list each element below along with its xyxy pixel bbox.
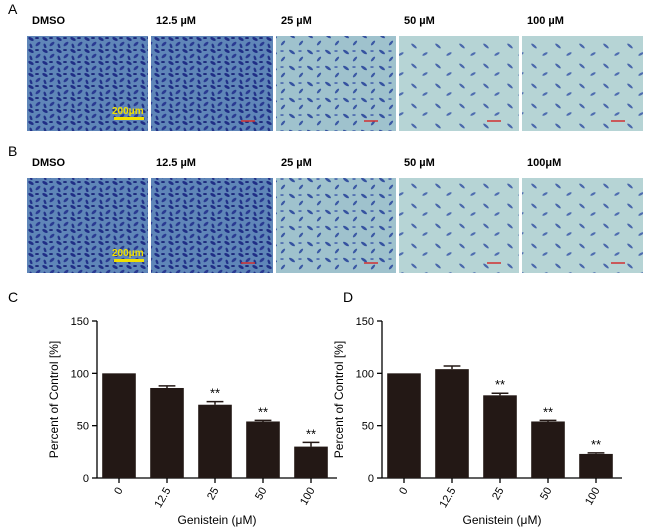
error-bar	[206, 400, 224, 405]
bar	[246, 421, 280, 478]
significance: **	[591, 437, 601, 452]
bar	[435, 369, 469, 478]
micrograph	[399, 36, 519, 131]
scale-bar	[114, 259, 144, 262]
significance: **	[258, 404, 268, 419]
micrograph	[27, 36, 148, 131]
micrograph	[522, 178, 643, 273]
y-tick-label: 150	[356, 316, 374, 328]
bar	[531, 421, 565, 478]
x-tick-label: 25	[490, 486, 507, 503]
y-tick-label: 100	[356, 368, 374, 380]
error-bar	[539, 419, 557, 422]
x-tick-label: 50	[538, 486, 555, 503]
bar	[483, 395, 517, 478]
panel-label: DMSO	[32, 157, 65, 169]
panel-label: 50 µM	[404, 157, 435, 169]
micrograph	[276, 36, 396, 131]
x-tick-label: 25	[205, 486, 222, 503]
x-axis-title: Genistein (μM)	[178, 513, 257, 527]
panel-letter: C	[8, 289, 18, 305]
bar	[579, 453, 613, 478]
x-tick-label: 50	[253, 486, 270, 503]
y-tick-label: 50	[362, 421, 374, 433]
significance: **	[306, 426, 316, 441]
x-tick-label: 0	[112, 486, 125, 497]
scale-bar	[114, 117, 144, 120]
y-tick-label: 150	[71, 316, 89, 328]
panel-label: 50 µM	[404, 15, 435, 27]
bar	[102, 373, 136, 478]
panel-label: 12.5 µM	[156, 15, 196, 27]
x-axis-title: Genistein (μM)	[463, 513, 542, 527]
significance: **	[495, 377, 505, 392]
bar	[198, 404, 232, 478]
micrograph	[27, 178, 148, 273]
y-tick-label: 50	[77, 421, 89, 433]
error-bar	[158, 385, 176, 388]
bar	[150, 387, 184, 478]
micrograph	[522, 36, 643, 131]
panel-letter: B	[8, 143, 17, 159]
scale-text: 200μm	[112, 106, 144, 117]
bar	[387, 373, 421, 478]
panel-label: 100μM	[527, 157, 561, 169]
y-tick-label: 0	[83, 473, 89, 485]
x-tick-label: 12.5	[437, 486, 458, 511]
y-axis-title: Percent of Control [%]	[332, 341, 346, 458]
error-bar	[443, 365, 461, 370]
panel-letter: A	[8, 1, 18, 17]
y-tick-label: 100	[71, 368, 89, 380]
x-tick-label: 0	[397, 486, 410, 497]
x-tick-label: 100	[298, 486, 318, 508]
significance: **	[543, 404, 553, 419]
error-bar	[587, 452, 605, 454]
panel-letter: D	[343, 289, 353, 305]
error-bar	[254, 419, 272, 422]
panel-label: 25 µM	[281, 15, 312, 27]
y-axis-title: Percent of Control [%]	[47, 341, 61, 458]
bar	[294, 446, 328, 478]
panel-label: 12.5 µM	[156, 157, 196, 169]
x-tick-label: 12.5	[152, 486, 173, 511]
micrograph	[276, 178, 396, 273]
micrograph	[151, 178, 273, 273]
micrograph	[399, 178, 519, 273]
panel-label: 100 µM	[527, 15, 564, 27]
x-tick-label: 100	[583, 486, 603, 508]
y-tick-label: 0	[368, 473, 374, 485]
significance: **	[210, 386, 220, 401]
error-bar	[302, 441, 320, 447]
panel-label: DMSO	[32, 15, 65, 27]
error-bar	[491, 392, 509, 396]
micrograph	[151, 36, 273, 131]
scale-text: 200μm	[112, 248, 144, 259]
panel-label: 25 µM	[281, 157, 312, 169]
